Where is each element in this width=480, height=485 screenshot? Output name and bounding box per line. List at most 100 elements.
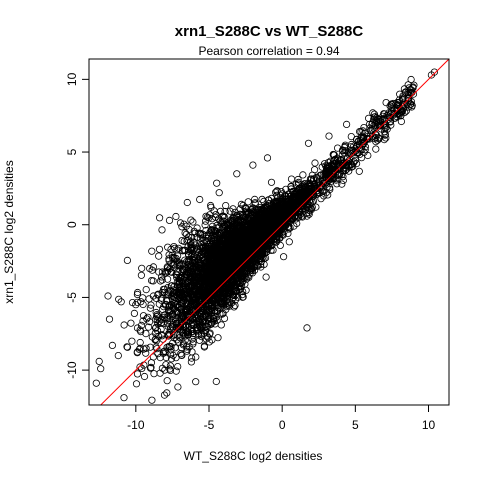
data-point [322,169,330,177]
data-point [173,307,181,315]
data-point [287,185,295,193]
data-point [144,323,153,331]
data-point [222,263,230,271]
data-point [163,407,169,413]
data-point [158,276,166,284]
data-point [399,104,408,113]
data-point [154,291,162,299]
x-tick-label: 0 [279,418,286,432]
data-point [128,337,136,345]
data-point [217,285,226,293]
data-point [163,377,171,385]
data-point [299,194,307,202]
data-point [281,201,290,209]
data-point [326,173,334,181]
data-point [392,100,400,108]
data-point [175,278,184,287]
data-point [350,158,358,166]
data-point [183,257,191,265]
y-tick-label: 10 [65,72,79,86]
data-point [306,175,314,183]
data-point [132,301,140,309]
data-point [253,260,261,269]
data-point [160,391,169,399]
data-point [167,245,175,253]
data-point [217,257,225,265]
data-point [188,272,196,281]
data-point [267,178,276,186]
data-point [192,353,200,361]
data-point [273,187,281,195]
data-point [244,213,252,222]
data-point [369,126,377,134]
data-point [120,394,128,402]
data-point [205,301,213,309]
data-point [200,343,208,351]
data-point [182,222,190,230]
data-point [157,325,165,333]
data-point [177,286,185,294]
data-point [115,295,123,303]
data-point [272,236,281,244]
data-point [178,267,186,276]
data-point [255,214,263,222]
reference-line-group [99,59,449,405]
data-point [333,144,342,152]
data-point [388,107,396,115]
data-point [211,295,219,303]
data-point [127,319,135,327]
data-point [260,223,268,231]
data-point [364,114,373,122]
data-point [325,132,333,140]
data-point [149,277,157,285]
data-point [221,207,229,216]
data-point [318,182,326,190]
data-point [276,241,284,249]
data-point [210,237,218,245]
data-point [202,313,210,321]
data-point [201,311,209,319]
data-point [303,203,311,211]
data-point [199,234,207,242]
data-point [190,227,198,235]
data-point [216,230,224,238]
data-point [265,226,273,234]
data-point [162,291,170,299]
data-point [402,88,410,97]
data-point [208,312,216,320]
data-point [252,228,260,236]
data-point [218,302,226,310]
data-point [231,301,239,309]
data-point [285,238,293,246]
data-point [397,117,405,126]
data-point [254,244,262,252]
data-point [286,201,295,209]
data-point [290,192,298,200]
data-point [227,226,235,234]
data-point [173,288,181,297]
data-point [189,278,197,286]
data-point [207,226,215,235]
data-point [236,279,244,287]
y-tick-label: 5 [65,148,79,155]
x-axis: -10 -5 0 5 10 [127,405,436,432]
data-point [409,83,417,91]
data-point [201,236,209,244]
data-point [234,228,242,236]
data-point [136,326,144,334]
data-point [407,75,415,84]
data-point [201,260,209,268]
data-point [179,331,187,340]
data-point [257,235,265,243]
data-point [202,212,210,220]
data-point [118,423,124,429]
data-point [165,306,173,314]
data-point [211,248,219,256]
data-point [144,313,152,321]
data-point [237,274,245,282]
x-tick-label: 10 [422,418,436,432]
data-point [123,256,132,264]
data-point [133,324,142,332]
data-point [262,208,270,216]
